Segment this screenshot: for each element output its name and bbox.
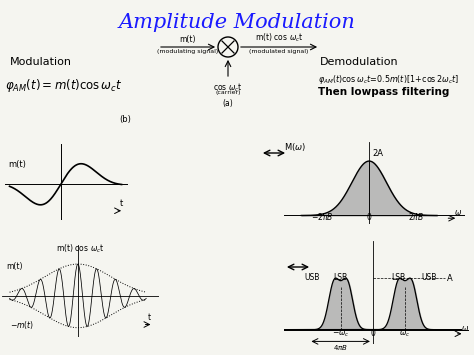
Text: Then lowpass filtering: Then lowpass filtering bbox=[318, 87, 449, 97]
Text: cos $\omega_c$t: cos $\omega_c$t bbox=[213, 81, 243, 93]
Text: M($\omega$): M($\omega$) bbox=[284, 141, 307, 153]
Text: m(t): m(t) bbox=[8, 160, 26, 169]
Text: LSB: LSB bbox=[334, 273, 348, 282]
Text: m(t): m(t) bbox=[180, 35, 196, 44]
Text: $-m(t)$: $-m(t)$ bbox=[9, 319, 34, 331]
Text: (modulating signal): (modulating signal) bbox=[157, 49, 219, 54]
Text: $\omega$: $\omega$ bbox=[461, 324, 469, 333]
Text: 0: 0 bbox=[370, 328, 375, 338]
Text: $4\pi B$: $4\pi B$ bbox=[333, 343, 348, 351]
Text: (modulated signal): (modulated signal) bbox=[249, 49, 309, 54]
Text: t: t bbox=[120, 199, 123, 208]
Text: Demodulation: Demodulation bbox=[320, 57, 399, 67]
Text: A: A bbox=[447, 274, 453, 283]
Text: USB: USB bbox=[304, 273, 319, 282]
Text: (carrier): (carrier) bbox=[215, 90, 241, 95]
Text: $\omega_c$: $\omega_c$ bbox=[399, 328, 410, 339]
Text: m(t): m(t) bbox=[6, 262, 22, 271]
Text: $2\pi B$: $2\pi B$ bbox=[408, 211, 424, 222]
Text: 2A: 2A bbox=[373, 149, 383, 158]
Text: (a): (a) bbox=[223, 99, 233, 108]
Text: $\varphi_{AM}(t)\cos\omega_c t\!=\!0.5m(t)[1\!+\!\cos 2\omega_c t]$: $\varphi_{AM}(t)\cos\omega_c t\!=\!0.5m(… bbox=[318, 73, 459, 86]
Text: Amplitude Modulation: Amplitude Modulation bbox=[118, 13, 356, 32]
Text: t: t bbox=[148, 313, 151, 322]
Text: $\omega$: $\omega$ bbox=[454, 208, 462, 218]
Text: $\varphi_{AM}(t) = m(t)\cos\omega_c t$: $\varphi_{AM}(t) = m(t)\cos\omega_c t$ bbox=[5, 77, 123, 94]
Text: $-\omega_c$: $-\omega_c$ bbox=[332, 328, 349, 339]
Text: LSB: LSB bbox=[392, 273, 406, 282]
Text: (b): (b) bbox=[119, 115, 131, 124]
Text: m(t) cos $\omega_c$t: m(t) cos $\omega_c$t bbox=[255, 32, 303, 44]
Text: m(t) cos $\omega_c$t: m(t) cos $\omega_c$t bbox=[56, 242, 105, 255]
Text: USB: USB bbox=[421, 273, 437, 282]
Text: $-2\pi B$: $-2\pi B$ bbox=[311, 211, 334, 222]
Text: 0: 0 bbox=[367, 213, 372, 222]
Text: Modulation: Modulation bbox=[10, 57, 72, 67]
